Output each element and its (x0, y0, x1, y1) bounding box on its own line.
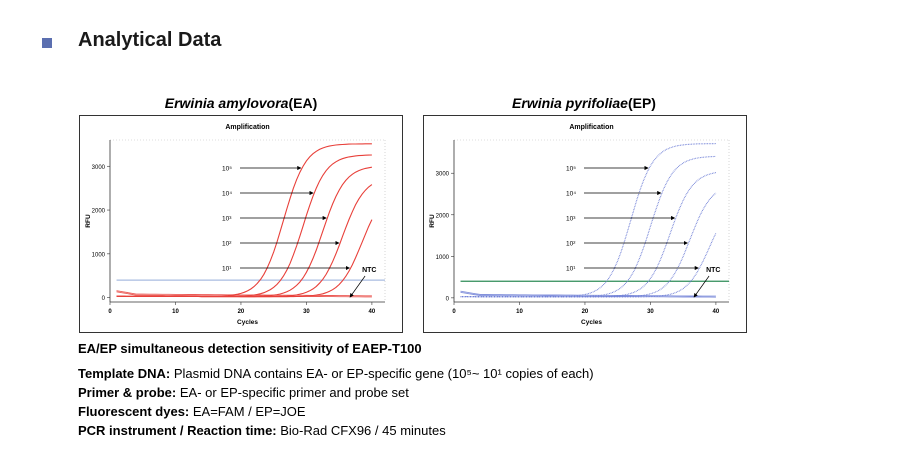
info-line-template-dna: Template DNA: Plasmid DNA contains EA- o… (78, 366, 594, 381)
x-tick-label: 10 (172, 309, 179, 315)
info-label: PCR instrument / Reaction time: (78, 423, 277, 438)
y-tick-label: 1000 (92, 252, 106, 258)
x-axis-label: Cycles (581, 319, 602, 326)
concentration-label: 10¹ (566, 266, 576, 273)
info-value: EA- or EP-specific primer and probe set (176, 385, 409, 400)
concentration-label: 10³ (222, 216, 232, 223)
ntc-curve (116, 290, 372, 297)
amplification-curve-1 (460, 143, 716, 298)
y-tick-label: 0 (102, 296, 106, 302)
concentration-label: 10⁵ (566, 166, 576, 173)
concentration-label: 10¹ (222, 266, 232, 273)
info-line-primer-probe: Primer & probe: EA- or EP-specific prime… (78, 385, 409, 400)
amplification-curve-3 (460, 172, 717, 298)
chart-title: Amplification (225, 124, 269, 131)
amplification-curve-2 (460, 155, 716, 298)
concentration-label: 10⁴ (566, 191, 576, 198)
amplification-curve-1 (116, 143, 372, 298)
left-chart-title: Erwinia amylovora(EA) (80, 95, 402, 111)
x-tick-label: 20 (582, 309, 589, 315)
ea-amplification-chart: Amplification 0 1000 2000 3000 0 10 20 30 40 Cycle… (85, 124, 386, 326)
y-axis-label: RFU (85, 214, 92, 228)
ntc-arrow (349, 275, 366, 298)
chart-title: Amplification (569, 124, 613, 131)
info-label: Template DNA: (78, 366, 171, 381)
y-axis-label: RFU (429, 214, 436, 228)
left-chart-title-italic: Erwinia amylovora (164, 95, 289, 111)
ep-chart-panel: Amplification 0 1000 2000 3000 0 10 20 30 40 Cycle… (423, 115, 747, 333)
page-title: Analytical Data (78, 29, 222, 51)
concentration-label: 10⁵ (222, 166, 232, 173)
concentration-label: 10⁴ (222, 191, 232, 198)
left-chart-title-suffix: (EA) (288, 95, 318, 111)
info-line-fluorescent-dyes: Fluorescent dyes: EA=FAM / EP=JOE (78, 404, 306, 419)
info-value: Bio-Rad CFX96 / 45 minutes (276, 423, 446, 438)
concentration-label: 10³ (566, 216, 576, 223)
y-tick-label: 2000 (436, 213, 450, 219)
amplification-curve-5 (460, 232, 717, 298)
y-tick-label: 3000 (92, 165, 106, 171)
amplification-curve-2 (116, 154, 372, 298)
y-tick-label: 0 (446, 296, 450, 302)
concentration-label: 10² (222, 241, 232, 248)
x-tick-label: 10 (516, 309, 523, 315)
right-chart-title: Erwinia pyrifoliae(EP) (423, 95, 745, 111)
figure-caption: EA/EP simultaneous detection sensitivity… (78, 341, 422, 356)
y-tick-label: 3000 (436, 172, 450, 178)
x-tick-label: 40 (369, 309, 376, 315)
ntc-curve (460, 291, 716, 298)
info-label: Primer & probe: (78, 385, 177, 400)
info-label: Fluorescent dyes: (78, 404, 190, 419)
amplification-curve-3 (116, 166, 372, 298)
ntc-arrow (693, 275, 710, 298)
concentration-label: 10² (566, 241, 576, 248)
y-tick-label: 2000 (92, 209, 106, 215)
info-line-pcr-instrument: PCR instrument / Reaction time: Bio-Rad … (78, 423, 446, 438)
x-tick-label: 30 (647, 309, 654, 315)
ntc-label: NTC (706, 267, 720, 274)
right-chart-title-suffix: (EP) (627, 95, 656, 111)
ntc-label: NTC (362, 267, 376, 274)
x-tick-label: 30 (303, 309, 310, 315)
x-tick-label: 40 (713, 309, 720, 315)
title-bullet (42, 38, 52, 48)
x-axis-label: Cycles (237, 319, 258, 326)
y-tick-label: 1000 (436, 255, 450, 261)
amplification-curve-5 (116, 219, 373, 298)
ep-amplification-chart: Amplification 0 1000 2000 3000 0 10 20 30 40 Cycle… (429, 124, 730, 326)
x-tick-label: 0 (452, 309, 456, 315)
info-value: EA=FAM / EP=JOE (189, 404, 306, 419)
ea-chart-panel: Amplification 0 1000 2000 3000 0 10 20 30 40 Cycle… (79, 115, 403, 333)
ntc-curve (460, 290, 716, 297)
x-tick-label: 0 (108, 309, 112, 315)
right-chart-title-italic: Erwinia pyrifoliae (512, 95, 628, 111)
info-value: Plasmid DNA contains EA- or EP-specific … (170, 366, 594, 381)
x-tick-label: 20 (238, 309, 245, 315)
